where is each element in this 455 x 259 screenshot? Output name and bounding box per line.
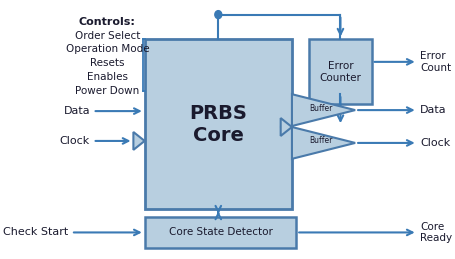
Bar bbox=[145, 217, 296, 248]
Text: Error
Count: Error Count bbox=[420, 51, 451, 73]
Polygon shape bbox=[292, 94, 355, 126]
Text: Data: Data bbox=[63, 106, 90, 116]
Text: Check Start: Check Start bbox=[3, 227, 68, 238]
Text: PRBS
Core: PRBS Core bbox=[189, 104, 247, 145]
Text: Data: Data bbox=[420, 105, 447, 115]
Text: Core
Ready: Core Ready bbox=[420, 222, 452, 243]
Circle shape bbox=[215, 11, 222, 19]
Text: Clock: Clock bbox=[60, 136, 90, 146]
Text: Order Select: Order Select bbox=[75, 31, 140, 40]
Text: Buffer: Buffer bbox=[309, 136, 332, 146]
Text: Core State Detector: Core State Detector bbox=[168, 227, 273, 238]
Bar bbox=[309, 39, 372, 104]
Text: Power Down: Power Down bbox=[75, 86, 140, 96]
Text: Enables: Enables bbox=[87, 72, 128, 82]
Text: Resets: Resets bbox=[90, 58, 125, 68]
Text: Controls:: Controls: bbox=[79, 17, 136, 27]
Polygon shape bbox=[292, 127, 355, 159]
Text: Clock: Clock bbox=[420, 138, 450, 148]
Text: Error
Counter: Error Counter bbox=[319, 61, 361, 83]
Text: Operation Mode: Operation Mode bbox=[66, 45, 149, 54]
Polygon shape bbox=[133, 132, 145, 150]
Bar bbox=[145, 39, 292, 208]
Polygon shape bbox=[281, 118, 292, 136]
Text: Buffer: Buffer bbox=[309, 104, 332, 113]
